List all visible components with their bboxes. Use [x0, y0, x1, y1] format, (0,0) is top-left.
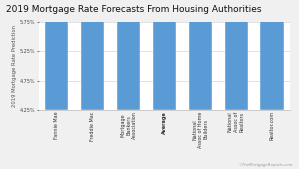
- Bar: [225, 0, 248, 110]
- Bar: [45, 0, 68, 110]
- Text: ©TheMortgageReports.com: ©TheMortgageReports.com: [239, 163, 293, 167]
- Bar: [189, 0, 212, 110]
- Text: 2019 Mortgage Rate Forecasts From Housing Authorities: 2019 Mortgage Rate Forecasts From Housin…: [6, 5, 262, 14]
- Bar: [153, 0, 176, 110]
- Bar: [260, 0, 284, 110]
- Bar: [117, 0, 140, 110]
- Bar: [81, 0, 104, 110]
- Y-axis label: 2019 Mortgage Rate Prediction: 2019 Mortgage Rate Prediction: [12, 25, 17, 107]
